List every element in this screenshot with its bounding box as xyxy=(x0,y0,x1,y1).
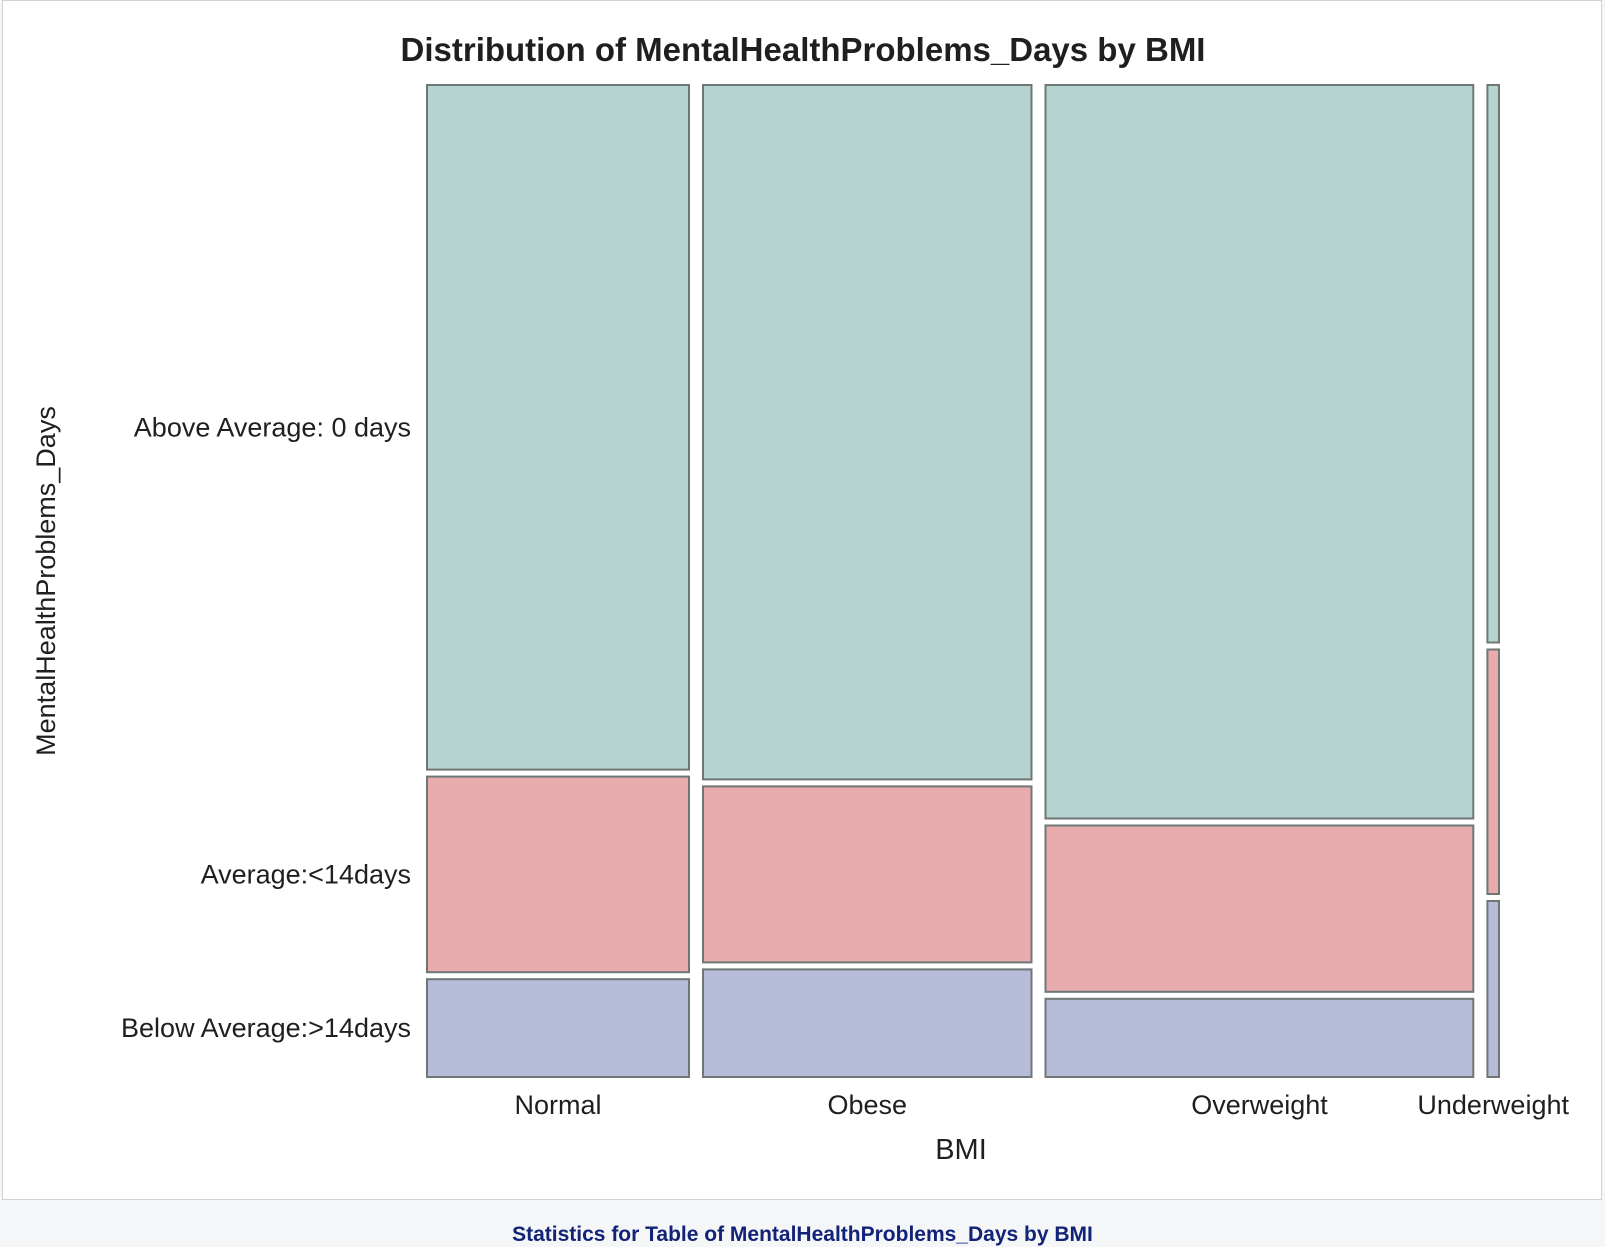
x-tick-label-obese: Obese xyxy=(828,1090,908,1120)
y-tick-label-below-average-14days: Below Average:>14days xyxy=(121,1013,411,1043)
tile-overweight-below-average-14days xyxy=(1044,997,1475,1078)
x-axis-label: BMI xyxy=(935,1134,987,1166)
y-axis-label: MentalHealthProblems_Days xyxy=(31,406,61,756)
tile-underweight-average-14days xyxy=(1486,648,1501,895)
x-tick-label-overweight: Overweight xyxy=(1191,1090,1328,1120)
y-tick-labels: Below Average:>14days Average:<14days Abov… xyxy=(121,412,411,1043)
mosaic-tiles xyxy=(426,84,1501,1079)
chart-title: Distribution of MentalHealthProblems_Day… xyxy=(401,31,1206,68)
y-tick-label-above-average-0-days: Above Average: 0 days xyxy=(134,412,411,442)
x-tick-labels: Normal Obese Overweight Underweight xyxy=(514,1090,1569,1120)
y-tick-label-average-14days: Average:<14days xyxy=(201,859,411,889)
tile-underweight-above-average-0-days xyxy=(1486,84,1501,644)
x-tick-label-normal: Normal xyxy=(514,1090,601,1120)
plot-frame: Distribution of MentalHealthProblems_Day… xyxy=(2,0,1602,1200)
tile-obese-above-average-0-days xyxy=(702,84,1033,781)
tile-normal-below-average-14days xyxy=(426,978,690,1079)
x-tick-label-underweight: Underweight xyxy=(1417,1090,1569,1120)
tile-normal-average-14days xyxy=(426,775,690,974)
statistics-table-title: Statistics for Table of MentalHealthProb… xyxy=(512,1223,1093,1246)
tile-overweight-average-14days xyxy=(1044,824,1475,993)
tile-underweight-below-average-14days xyxy=(1486,900,1501,1078)
tile-normal-above-average-0-days xyxy=(426,84,690,771)
tile-obese-below-average-14days xyxy=(702,968,1033,1079)
tile-obese-average-14days xyxy=(702,785,1033,964)
mosaic-chart: Distribution of MentalHealthProblems_Day… xyxy=(31,31,1569,1166)
tile-overweight-above-average-0-days xyxy=(1044,84,1475,820)
